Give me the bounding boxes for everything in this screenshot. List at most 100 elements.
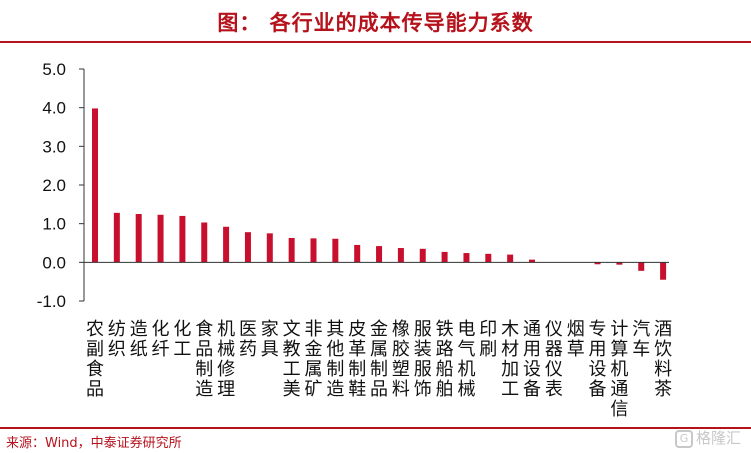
bar	[594, 262, 601, 265]
x-tick-label-char: 制	[195, 359, 213, 380]
x-tick-label-char: 金	[370, 319, 388, 340]
y-tick-label: 0.0	[42, 253, 66, 272]
x-tick-label-char: 仪	[545, 319, 563, 340]
bar	[463, 253, 470, 263]
x-tick-label-char: 工	[173, 339, 191, 360]
x-tick-label-char: 刷	[479, 339, 497, 360]
x-tick-label-char: 非	[305, 319, 323, 340]
bar	[354, 244, 361, 263]
x-tick-label-char: 铁	[436, 319, 454, 340]
bar	[419, 248, 426, 263]
x-tick-label-char: 化	[173, 319, 191, 340]
x-tick-label-char: 信	[610, 399, 628, 420]
x-tick-label: 家具	[261, 319, 279, 360]
x-tick-label-char: 品	[370, 379, 388, 400]
x-tick-label-char: 用	[589, 339, 607, 360]
x-tick-label-char: 饮	[654, 339, 672, 360]
source-note: 来源：Wind，中泰证券研究所	[6, 436, 182, 451]
x-tick-label: 纺织	[108, 319, 126, 360]
x-tick-label-char: 材	[501, 339, 519, 360]
bar	[485, 253, 492, 263]
x-tick-label-char: 胶	[392, 339, 410, 360]
title-bar: 图： 各行业的成本传导能力系数	[0, 0, 751, 44]
y-tick-label: 1.0	[42, 215, 66, 234]
x-tick-label-char: 制	[370, 359, 388, 380]
bar	[266, 233, 273, 263]
x-tick-label-char: 机	[217, 319, 235, 340]
bar	[310, 238, 317, 263]
bar	[244, 232, 251, 263]
x-tick-label-char: 橡	[392, 319, 410, 340]
bar	[92, 108, 98, 263]
x-tick-label-char: 农	[86, 319, 104, 340]
x-tick-label-char: 食	[86, 359, 104, 380]
x-tick-label-char: 他	[326, 339, 344, 360]
x-tick-label-char: 修	[217, 359, 235, 380]
y-tick-label: 2.0	[42, 176, 66, 195]
x-tick-label-char: 设	[589, 359, 607, 380]
x-tick-label-char: 织	[108, 339, 126, 360]
x-tick-label-char: 副	[86, 339, 104, 360]
x-tick-label-char: 造	[326, 379, 344, 400]
bar	[529, 259, 535, 263]
bar	[638, 262, 645, 271]
bar	[179, 215, 186, 263]
bar	[507, 254, 514, 263]
y-tick-label: 4.0	[42, 99, 66, 118]
x-tick-label-char: 工	[283, 359, 301, 380]
x-tick-label-char: 汽	[632, 319, 650, 340]
bar	[201, 222, 208, 263]
x-tick-label-char: 属	[370, 339, 388, 360]
x-tick-label-char: 医	[239, 319, 257, 340]
x-tick-label-char: 金	[305, 339, 323, 360]
x-tick-label-char: 具	[261, 339, 279, 360]
x-tick-label-char: 化	[152, 319, 170, 340]
x-tick-label-char: 烟	[567, 319, 585, 340]
watermark-logo-icon: G	[674, 429, 693, 448]
x-tick-label-char: 食	[195, 319, 213, 340]
x-tick-label-char: 革	[348, 339, 366, 360]
x-tick-label-char: 通	[523, 319, 541, 340]
x-tick-label-char: 药	[239, 339, 257, 360]
bar	[441, 251, 448, 263]
x-tick-label-char: 鞋	[348, 379, 366, 400]
x-tick-label: 汽车	[632, 319, 650, 360]
bar	[135, 214, 142, 263]
x-tick-label-char: 印	[479, 319, 497, 340]
bar	[660, 262, 667, 280]
page-title: 图： 各行业的成本传导能力系数	[217, 11, 534, 35]
x-tick-label-char: 酒	[654, 319, 672, 340]
x-tick-label-char: 器	[545, 339, 563, 360]
x-tick-label-char: 木	[501, 319, 519, 340]
x-tick-label-char: 专	[589, 319, 607, 340]
x-tick-label: 化工	[173, 319, 191, 360]
bar	[616, 262, 623, 265]
title-divider	[0, 41, 751, 43]
x-tick-label: 医药	[239, 319, 257, 360]
x-tick-label-char: 家	[261, 319, 279, 340]
x-tick-label-char: 纺	[108, 319, 126, 340]
x-tick-label-char: 文	[283, 319, 301, 340]
bar-chart: 5.04.03.02.01.00.0-1.0 农副食品纺织造纸化纤化工食品制造机…	[37, 60, 672, 420]
x-tick-label-char: 服	[414, 359, 432, 380]
x-tick-label: 造纸	[130, 319, 148, 360]
x-tick-label-char: 品	[86, 379, 104, 400]
bar	[113, 212, 120, 263]
x-tick-label-char: 料	[392, 379, 410, 400]
watermark-text: 格隆汇	[695, 429, 741, 447]
x-tick-label-char: 纸	[130, 339, 148, 360]
x-tick-label-char: 工	[501, 379, 519, 400]
bar	[288, 237, 295, 263]
